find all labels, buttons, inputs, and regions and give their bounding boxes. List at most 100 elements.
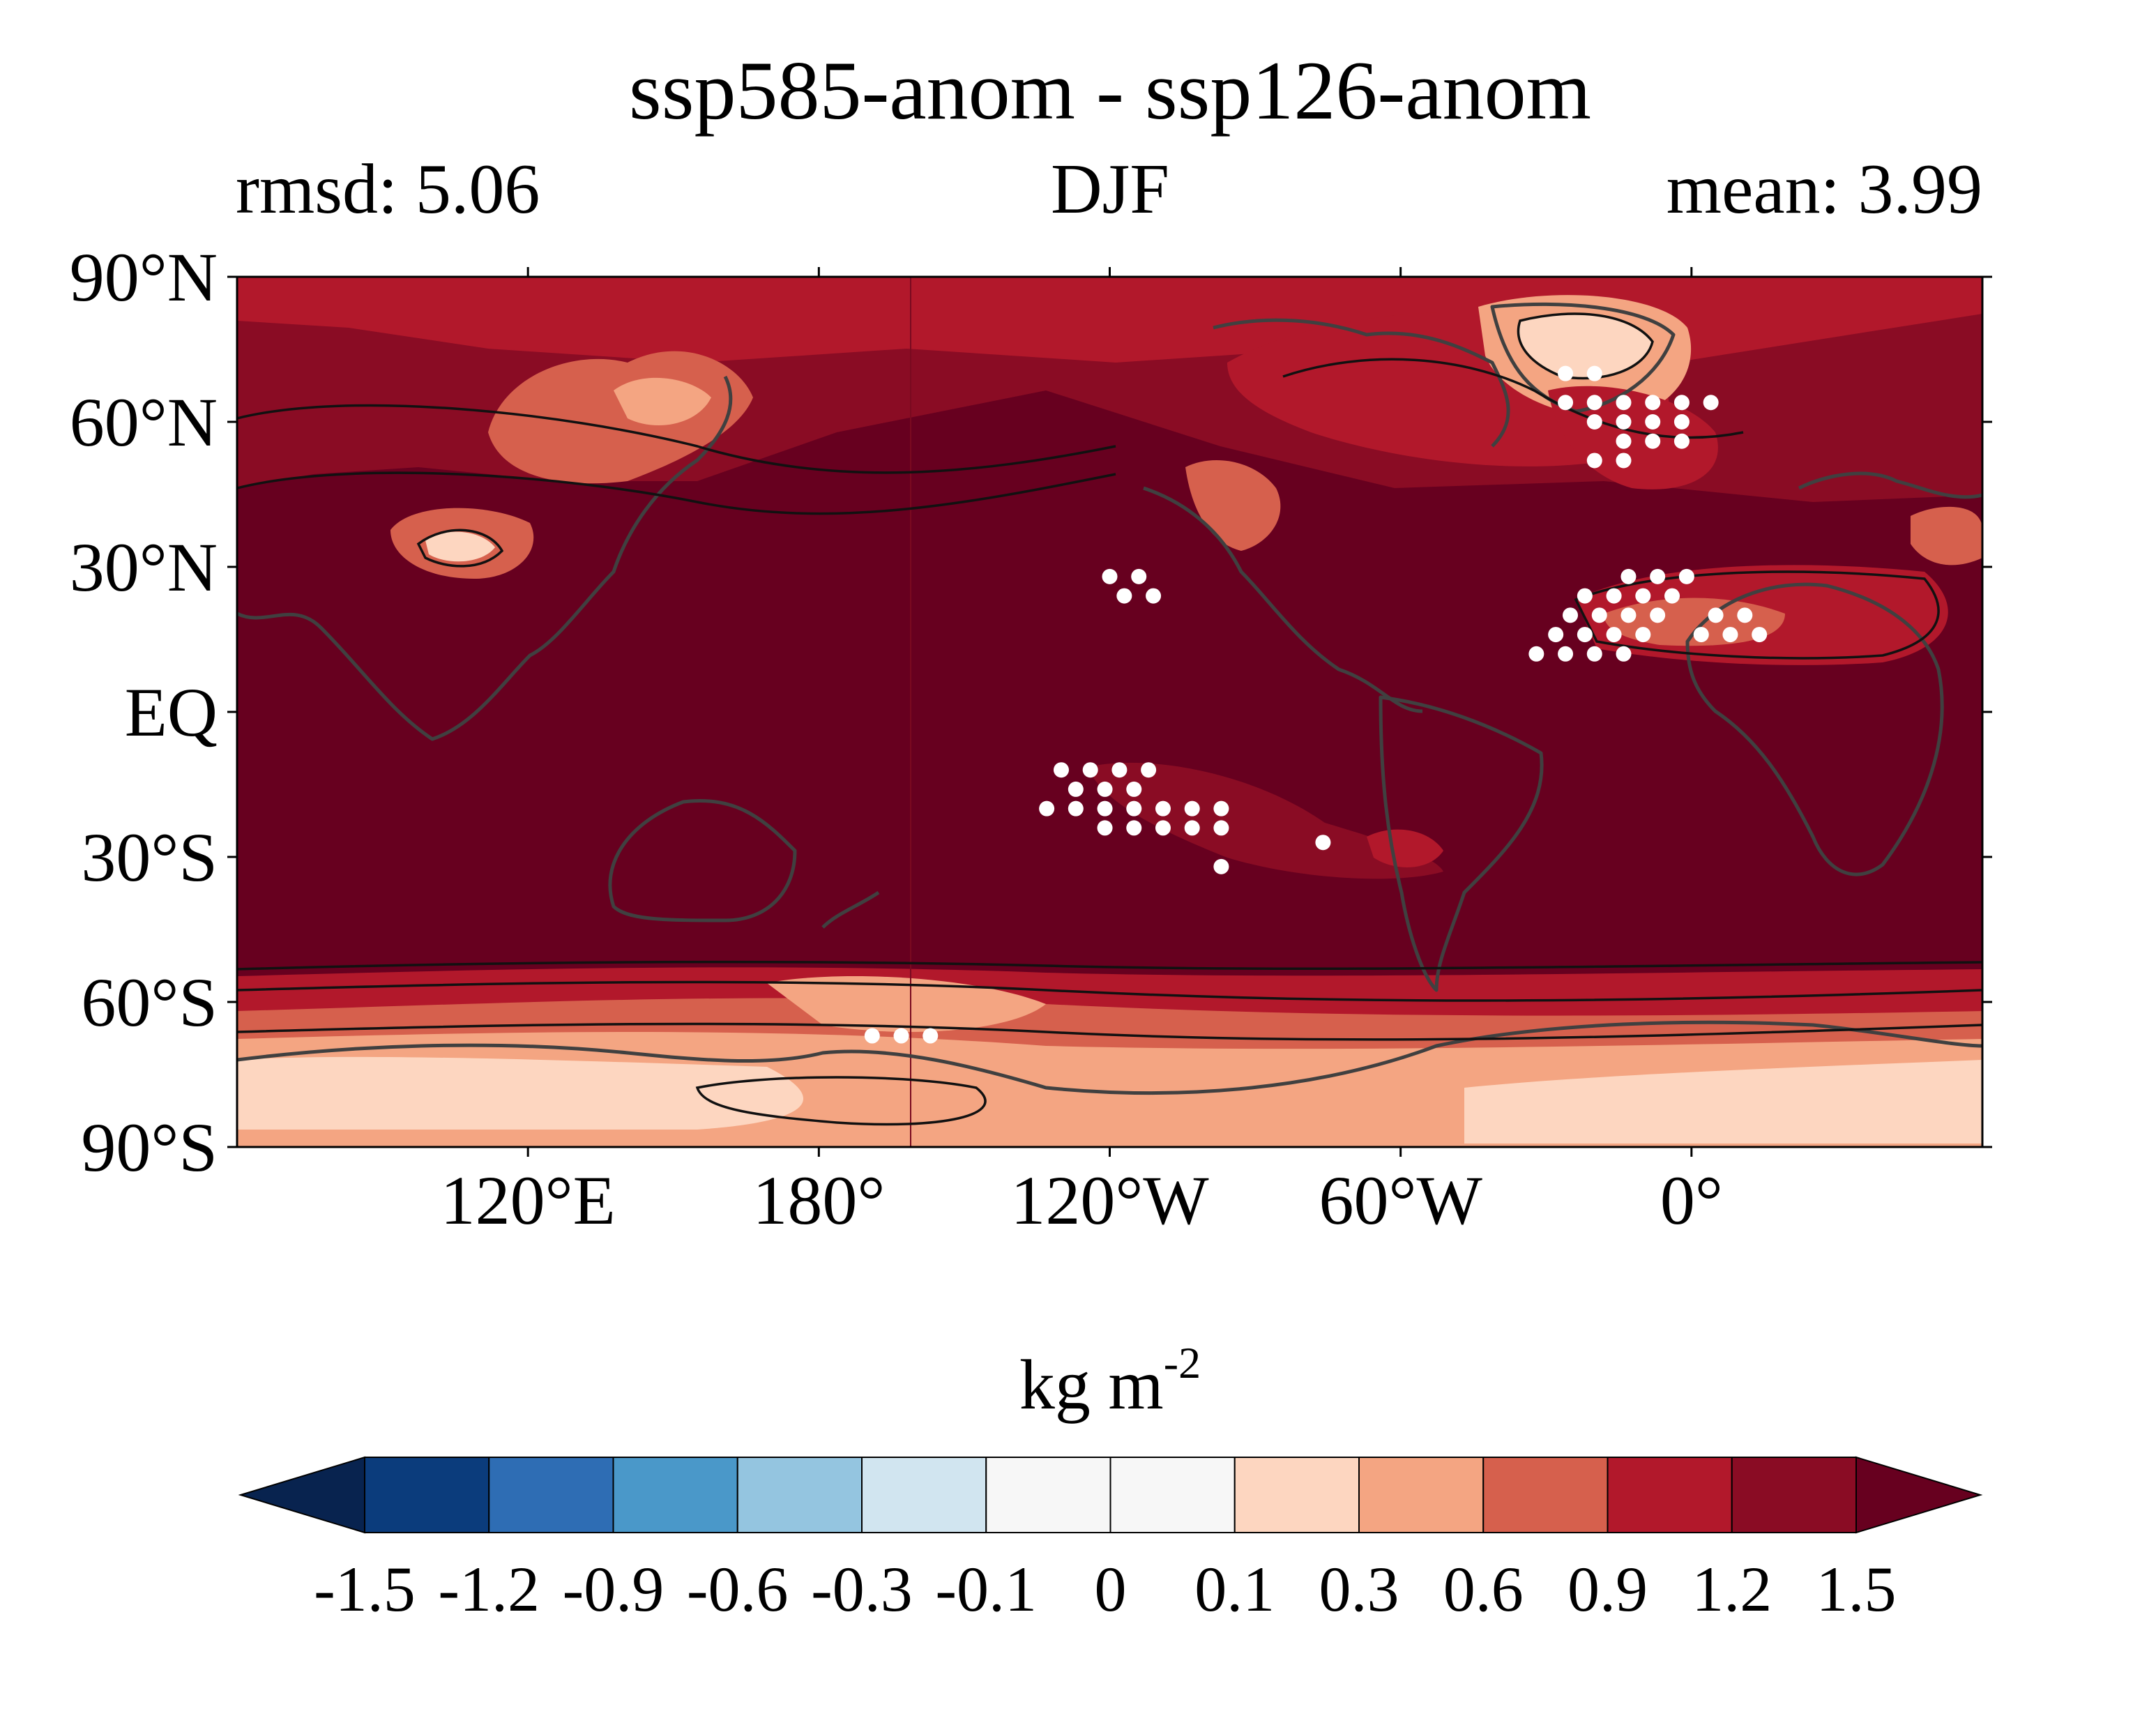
stipple-dot [1068,800,1084,816]
plot-title: ssp585-anom - ssp126-anom [629,44,1591,137]
lat-tick-label: 60°S [81,964,218,1041]
lon-tick-label: 60°W [1319,1162,1482,1239]
units-text: kg m [1019,1346,1164,1425]
stipple-dot [1752,627,1768,643]
season-label: DJF [1051,150,1169,229]
stipple-dot [1664,588,1680,604]
colorbar-min-arrow [238,1456,365,1534]
colorbar-swatch [1358,1457,1485,1533]
stipple-dot [1586,365,1602,381]
stipple-dot [1315,835,1331,851]
stipple-dot [1620,607,1637,623]
stipple-dot [1616,453,1632,469]
stipple-dot [1586,395,1602,411]
rmsd-label: rmsd: 5.06 [236,150,540,229]
colorbar-tick-label: 0 [1095,1554,1127,1625]
units-exponent: -2 [1164,1338,1201,1388]
stipple-dot [1645,395,1661,411]
stipple-dot [1528,646,1544,662]
colorbar-swatch [1607,1457,1733,1533]
stipple-dot [1586,453,1602,469]
stipple-dot [1693,627,1709,643]
stipple-dot [1558,646,1574,662]
stippling-dots [864,365,1768,1044]
stipple-dot [1039,800,1055,816]
colorbar-tick-label: -0.9 [563,1554,665,1625]
stipple-dot [1548,627,1564,643]
colorbar-tick-label: -0.6 [687,1554,789,1625]
stipple-dot [1102,568,1118,584]
stipple-dot [1673,433,1690,449]
stipple-dot [1703,395,1719,411]
colorbar-swatch [736,1457,863,1533]
stipple-dot [1053,762,1069,778]
colorbar-swatch [612,1457,738,1533]
colorbar-tick-label: 0.6 [1443,1554,1524,1625]
stipple-dot [1606,588,1622,604]
stipple-dot [1184,820,1200,836]
stipple-dot [1591,607,1607,623]
stipple-dot [1146,588,1162,604]
siberia-light-patch [614,377,711,425]
stipple-dot [1126,800,1142,816]
stipple-dot [1213,800,1229,816]
stipple-dot [1558,365,1574,381]
lon-tick-label: 120°W [1010,1162,1209,1239]
lat-tick-label: 90°S [81,1109,218,1186]
south-pacific-patch [1088,762,1443,879]
stipple-dot [1586,646,1602,662]
lat-tick-label: EQ [125,674,218,751]
stipple-dot [1126,820,1142,836]
lon-tick-label: 0° [1660,1162,1723,1239]
stipple-dot [1645,433,1661,449]
stipple-dot [1616,395,1632,411]
colorbar-swatch [1233,1457,1360,1533]
stipple-dot [1111,762,1128,778]
stipple-dot [923,1028,939,1044]
stipple-dot [1155,820,1171,836]
stipple-dot [1673,414,1690,430]
stipple-dot [1141,762,1157,778]
stipple-dot [1097,820,1113,836]
colorbar-tick-label: -1.5 [314,1554,416,1625]
stipple-dot [1097,800,1113,816]
stipple-dot [1635,627,1651,643]
colorbar-swatch [1482,1457,1609,1533]
colorbar: -1.5 -1.2 -0.9 -0.6 -0.3 -0.1 0 0.1 0.3 0.6 0.9 1.2… [238,1456,1983,1625]
lat-tick-label: 90°N [70,238,218,316]
colorbar-tick-label: 1.2 [1692,1554,1772,1625]
stipple-dot [1155,800,1171,816]
ross-sea-patch [767,976,1046,1032]
colorbar-max-arrow [1855,1456,1983,1534]
tibet-core [425,531,495,562]
colorbar-swatch [1731,1457,1857,1533]
significance-contours [237,312,1982,1126]
stipple-dot [1722,627,1738,643]
stipple-dot [1131,568,1147,584]
stipple-dot [1708,607,1724,623]
stipple-dot [1737,607,1753,623]
lat-tick-label: 30°N [70,529,218,606]
stipple-dot [1577,627,1593,643]
colorbar-tick-label: -0.1 [935,1554,1037,1625]
greenland-core [1518,314,1653,379]
colorbar-swatch [488,1457,614,1533]
stipple-dot [1616,646,1632,662]
lon-tick-label: 120°E [441,1162,616,1239]
map-axes: 90°N 60°N 30°N EQ 30°S 60°S 90°S 120°E 180° 120°W… [70,238,1992,1239]
mideast-patch [1911,506,1982,565]
stipple-dot [1097,781,1113,797]
colorbar-swatch [364,1457,490,1533]
stipple-dot [1635,588,1651,604]
colorbar-tick-label: -0.3 [811,1554,913,1625]
stipple-dot [1616,433,1632,449]
lat-tick-label: 60°N [70,383,218,461]
stipple-dot [1650,568,1666,584]
antarctica-core [237,1056,1982,1144]
stipple-dot [1213,858,1229,874]
stipple-dot [1650,607,1666,623]
stipple-dot [1678,568,1694,584]
stipple-dot [1645,414,1661,430]
